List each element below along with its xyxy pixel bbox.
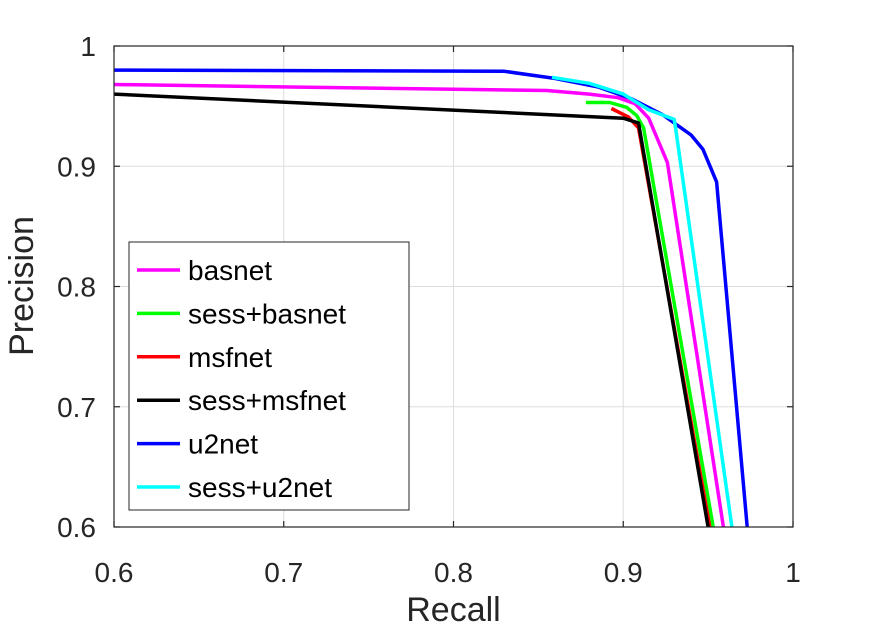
axis-ticks: 0.6 0.7 0.8 0.9 1 0.6 0.7 0.8 0.9 1 [57,31,801,588]
y-tick-label: 1 [80,31,96,62]
series-line-sess-basnet [585,100,715,528]
x-tick-label: 0.7 [264,557,303,588]
x-tick-label: 0.6 [95,557,134,588]
series-line-basnet [113,82,726,528]
y-tick-label: 0.7 [57,392,96,423]
x-axis-label: Recall [406,591,500,625]
legend-label: u2net [188,429,258,460]
x-tick-label: 0.8 [434,557,473,588]
y-tick-label: 0.8 [57,272,96,303]
legend-label: sess+basnet [188,298,346,329]
legend-box [128,241,410,511]
y-tick-label: 0.9 [57,151,96,182]
legend-label: sess+msfnet [188,385,346,416]
series-line-sess-msfnet [113,92,710,528]
series-layer [113,68,749,528]
legend-label: sess+u2net [188,472,332,503]
x-tick-label: 1 [785,557,801,588]
y-tick-label: 0.6 [57,512,96,543]
legend-label: msfnet [188,342,272,373]
legend: basnet sess+basnet msfnet sess+msfnet u2net s… [128,241,410,511]
x-tick-label: 0.9 [604,557,643,588]
series-line-sess-u2net [551,75,734,528]
y-axis-label: Precision [3,216,41,356]
legend-label: basnet [188,255,272,286]
